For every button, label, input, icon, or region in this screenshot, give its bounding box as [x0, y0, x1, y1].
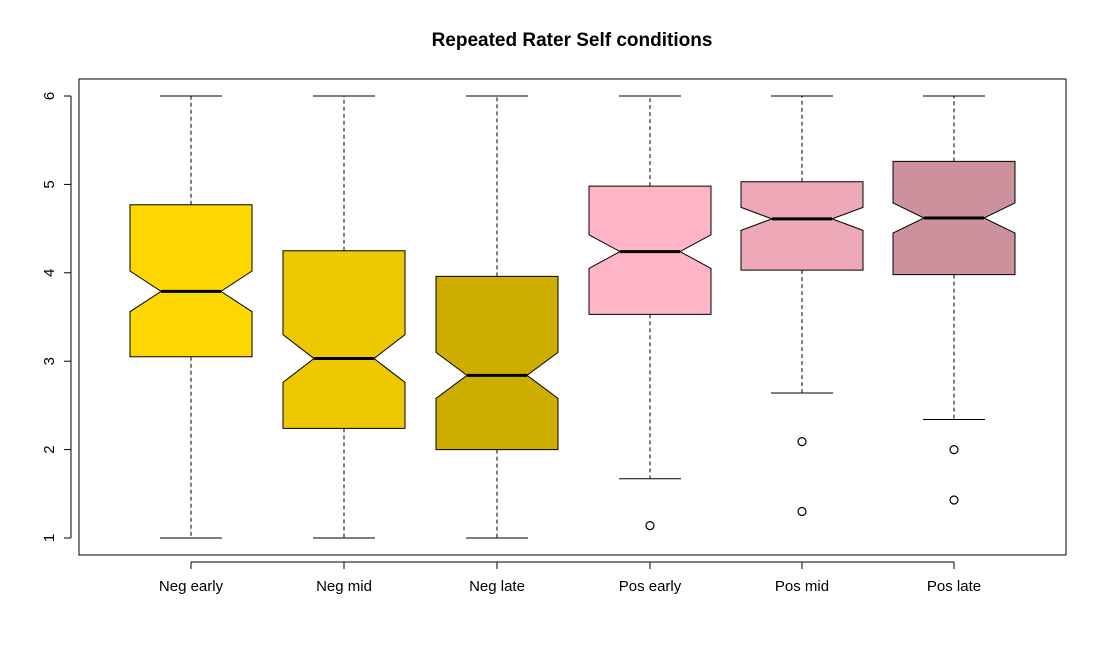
chart-title: Repeated Rater Self conditions: [432, 30, 713, 51]
y-tick-label: 4: [41, 269, 58, 277]
box-pos-late: [892, 95, 1016, 505]
outlier-point: [949, 495, 959, 505]
box-body: [129, 204, 253, 358]
y-tick-label: 3: [41, 357, 58, 365]
x-tick-label: Pos late: [927, 578, 981, 595]
x-axis: Neg early Neg mid Neg late Pos early Pos mid…: [159, 561, 981, 595]
x-tick-label: Pos mid: [775, 578, 829, 595]
y-tick-label: 1: [41, 534, 58, 542]
box-pos-early: [588, 95, 712, 531]
x-tick-label: Neg early: [159, 578, 224, 595]
outlier-point: [949, 445, 959, 455]
box-body: [282, 250, 406, 429]
outlier-point: [645, 521, 655, 531]
y-axis: 1 2 3 4 5 6: [41, 92, 72, 542]
y-tick-label: 6: [41, 92, 58, 100]
box-body: [435, 275, 559, 451]
y-tick-label: 2: [41, 445, 58, 453]
outlier-point: [797, 506, 807, 517]
box-neg-late: [435, 95, 559, 539]
box-neg-early: [129, 95, 253, 539]
x-tick-label: Pos early: [619, 578, 682, 595]
outlier-point: [797, 437, 807, 447]
box-pos-mid: [740, 95, 864, 517]
x-tick-label: Neg mid: [316, 578, 372, 595]
box-neg-mid: [282, 95, 406, 539]
box-body: [740, 181, 864, 271]
plot-frame: [78, 78, 1067, 556]
box-series: [129, 95, 1016, 539]
y-tick-label: 5: [41, 180, 58, 188]
x-tick-label: Neg late: [469, 578, 525, 595]
